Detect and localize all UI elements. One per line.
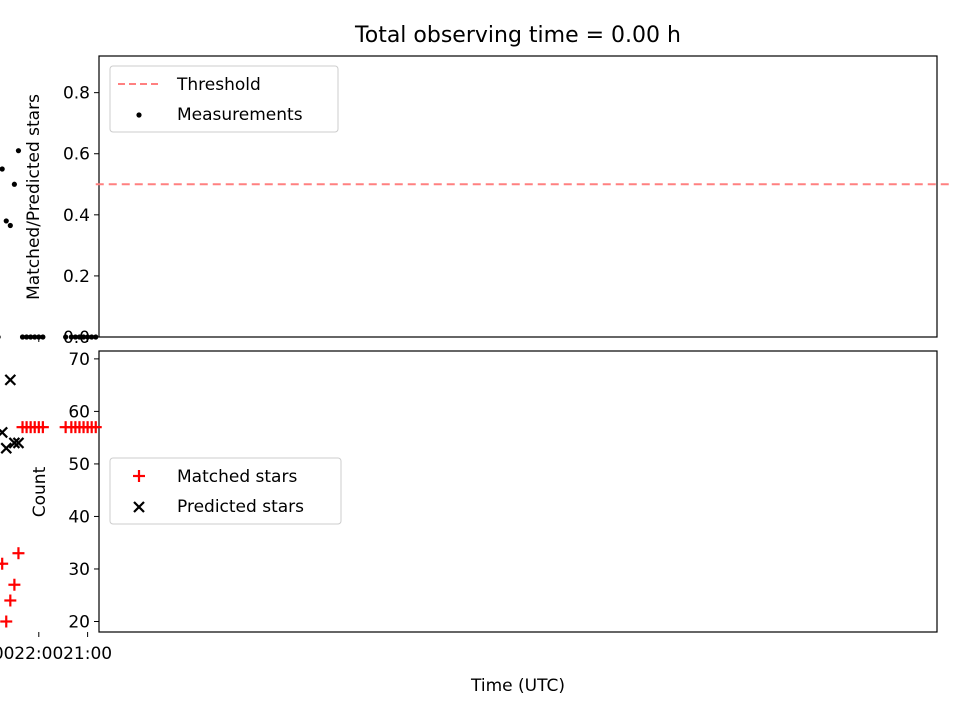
y-tick-label: 70 bbox=[68, 350, 90, 370]
measurements-legend-label: Measurements bbox=[177, 105, 303, 125]
top-legend: Threshold Measurements bbox=[110, 66, 338, 132]
y-tick-label: 0.8 bbox=[63, 84, 90, 104]
figure-title: Total observing time = 0.00 h bbox=[354, 23, 681, 48]
measurement-point bbox=[4, 218, 9, 223]
measurement-point bbox=[16, 148, 21, 153]
threshold-legend-label: Threshold bbox=[176, 75, 261, 95]
bottom-legend: Matched stars Predicted stars bbox=[110, 458, 341, 524]
measurement-point bbox=[8, 223, 13, 228]
matched-legend-label: Matched stars bbox=[177, 467, 297, 487]
y-tick-label: 0.0 bbox=[63, 328, 90, 348]
y-tick-label: 30 bbox=[68, 560, 90, 580]
predicted-legend-label: Predicted stars bbox=[177, 497, 304, 517]
top-y-axis-label: Matched/Predicted stars bbox=[24, 94, 44, 300]
measurements-legend-marker bbox=[136, 112, 141, 117]
x-tick-label: 23:00 bbox=[0, 644, 14, 664]
x-axis-label: Time (UTC) bbox=[470, 676, 565, 696]
y-tick-label: 50 bbox=[68, 455, 90, 475]
measurement-point bbox=[12, 182, 17, 187]
y-tick-label: 60 bbox=[68, 402, 90, 422]
x-tick-label: 21:00 bbox=[63, 644, 112, 664]
y-tick-label: 0.4 bbox=[63, 206, 90, 226]
y-tick-label: 0.6 bbox=[63, 145, 90, 165]
measurement-point bbox=[20, 334, 25, 339]
y-tick-label: 40 bbox=[68, 507, 90, 527]
y-tick-label: 0.2 bbox=[63, 267, 90, 287]
x-tick-label: 22:00 bbox=[14, 644, 63, 664]
bottom-y-axis-label: Count bbox=[30, 466, 50, 517]
y-tick-label: 20 bbox=[68, 612, 90, 632]
